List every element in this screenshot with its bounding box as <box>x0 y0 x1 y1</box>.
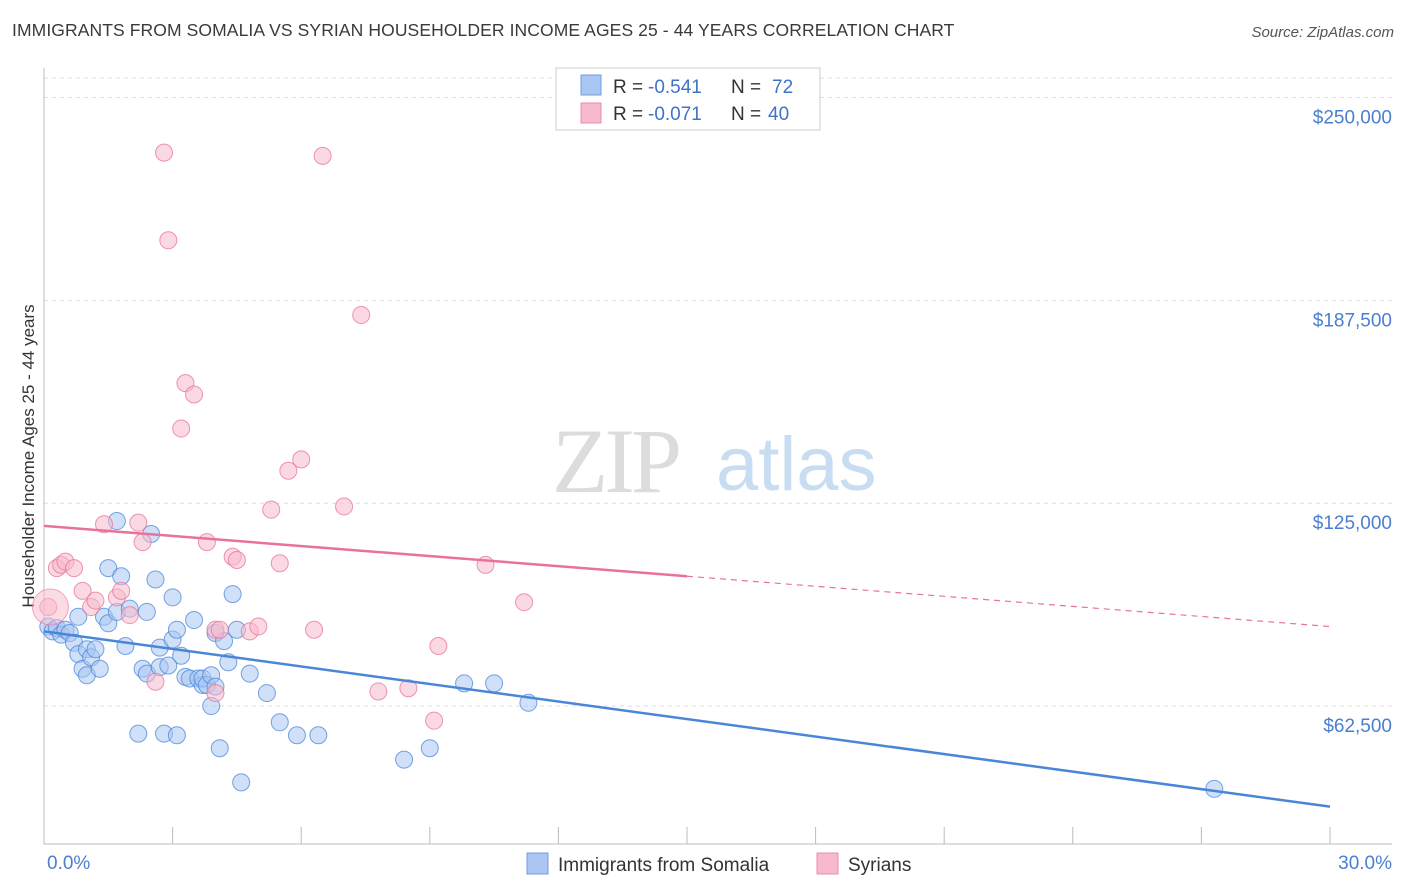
bottom-legend-swatch-somalia <box>526 852 549 875</box>
point-syrians <box>95 515 114 534</box>
legend-r-label-somalia: R = <box>613 77 643 98</box>
point-syrians <box>206 684 225 703</box>
point-syrians <box>369 682 388 701</box>
watermark-atlas: atlas <box>716 422 877 507</box>
legend-n-value-somalia: 72 <box>772 77 793 98</box>
source-label: Source: ZipAtlas.com <box>1251 24 1394 41</box>
point-somalia <box>86 640 105 659</box>
point-syrians <box>429 637 448 656</box>
point-somalia <box>146 570 165 589</box>
point-syrians <box>352 305 371 324</box>
legend-swatch-somalia <box>580 74 602 96</box>
legend-r-value-syrians: -0.071 <box>648 104 702 125</box>
trend-line-somalia <box>43 630 1331 808</box>
bottom-legend-label-somalia: Immigrants from Somalia <box>558 855 770 876</box>
point-syrians <box>227 550 246 569</box>
y-axis-label: Householder Income Ages 25 - 44 years <box>19 304 38 607</box>
point-syrians <box>249 617 268 636</box>
point-somalia <box>420 739 439 758</box>
gridlines <box>44 77 1392 707</box>
point-syrians <box>425 711 444 730</box>
point-somalia <box>159 656 178 675</box>
point-somalia <box>163 588 182 607</box>
chart-title: IMMIGRANTS FROM SOMALIA VS SYRIAN HOUSEH… <box>12 20 955 40</box>
point-syrians <box>31 588 69 626</box>
watermark-zip: ZIP <box>552 410 679 512</box>
point-somalia <box>167 726 186 745</box>
point-syrians <box>262 500 281 519</box>
point-somalia <box>395 750 414 769</box>
point-syrians <box>129 513 148 532</box>
point-syrians <box>86 591 105 610</box>
axes <box>43 68 1392 845</box>
point-syrians <box>172 419 191 438</box>
point-somalia <box>257 684 276 703</box>
point-syrians <box>210 620 229 639</box>
legend-n-value-syrians: 40 <box>768 104 789 125</box>
trend-line-syrians <box>43 524 688 578</box>
y-tick-label: $250,000 <box>1313 107 1392 128</box>
point-somalia <box>167 620 186 639</box>
bottom-legend: Immigrants from Somalia Syrians <box>526 852 911 876</box>
trend-lines <box>43 524 1331 808</box>
point-somalia <box>287 726 306 745</box>
point-syrians <box>185 385 204 404</box>
point-syrians <box>335 497 354 516</box>
y-tick-label: $125,000 <box>1313 513 1392 534</box>
point-syrians <box>146 672 165 691</box>
legend-r-value-somalia: -0.541 <box>648 77 702 98</box>
point-syrians <box>112 581 131 600</box>
point-somalia <box>309 726 328 745</box>
bottom-legend-swatch-syrians <box>816 852 839 875</box>
point-syrians <box>292 450 311 469</box>
series-somalia-points <box>39 512 1224 798</box>
bottom-legend-label-syrians: Syrians <box>848 855 911 876</box>
point-syrians <box>305 620 324 639</box>
point-somalia <box>1205 779 1224 798</box>
x-tick-label-max: 30.0% <box>1338 853 1392 874</box>
point-somalia <box>99 559 118 578</box>
point-somalia <box>185 611 204 630</box>
point-syrians <box>399 679 418 698</box>
point-somalia <box>210 739 229 758</box>
point-syrians <box>279 461 298 480</box>
point-syrians <box>270 554 289 573</box>
point-syrians <box>159 231 178 250</box>
point-somalia <box>240 664 259 683</box>
x-tick-label-min: 0.0% <box>47 853 90 874</box>
point-syrians <box>515 593 534 612</box>
legend-n-label-syrians: N = <box>731 104 761 125</box>
point-somalia <box>90 659 109 678</box>
point-syrians <box>120 606 139 625</box>
trend-line-syrians-extension <box>686 575 1331 628</box>
y-tick-label: $62,500 <box>1323 716 1392 737</box>
point-syrians <box>65 559 84 578</box>
y-tick-labels: $62,500 $125,000 $187,500 $250,000 <box>1313 107 1392 737</box>
point-syrians <box>155 143 174 162</box>
point-syrians <box>197 533 216 552</box>
y-tick-label: $187,500 <box>1313 310 1392 331</box>
point-syrians <box>73 581 92 600</box>
point-somalia <box>129 724 148 743</box>
x-ticks <box>43 827 1331 844</box>
legend-swatch-syrians <box>580 102 602 124</box>
point-somalia <box>223 585 242 604</box>
point-somalia <box>116 637 135 656</box>
legend-r-label-syrians: R = <box>613 104 643 125</box>
point-somalia <box>485 674 504 693</box>
point-somalia <box>232 773 251 792</box>
watermark: ZIP atlas <box>552 410 877 512</box>
point-somalia <box>69 607 88 626</box>
point-syrians <box>313 146 332 165</box>
series-syrians-points <box>31 143 534 730</box>
legend: R = -0.541 N = 72 R = -0.071 N = 40 <box>555 67 821 131</box>
point-syrians <box>133 533 152 552</box>
point-somalia <box>137 602 156 621</box>
legend-n-label-somalia: N = <box>731 77 761 98</box>
point-somalia <box>270 713 289 732</box>
